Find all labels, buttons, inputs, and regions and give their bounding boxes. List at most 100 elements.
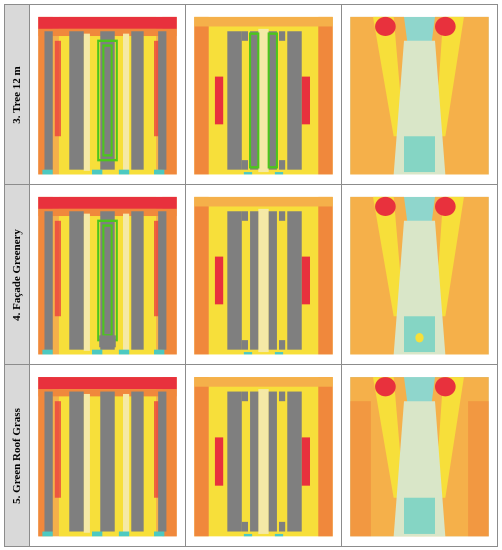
map-cell-air-temp bbox=[29, 184, 186, 365]
building-block bbox=[227, 211, 242, 350]
row-label-cell: 5. Green Roof Grass bbox=[4, 364, 30, 547]
building-block bbox=[44, 211, 53, 350]
warm-band bbox=[468, 401, 489, 537]
warm-edge-band bbox=[194, 16, 333, 27]
cool-spot bbox=[92, 531, 103, 537]
warm-band bbox=[194, 16, 209, 175]
cool-spot bbox=[118, 169, 130, 175]
building-block bbox=[268, 211, 277, 350]
building-notch bbox=[241, 340, 248, 350]
cool-spot bbox=[42, 169, 53, 175]
yellow-plume bbox=[435, 16, 464, 137]
building-block bbox=[131, 211, 144, 350]
hot-spot bbox=[154, 401, 161, 498]
hot-spot bbox=[435, 16, 456, 37]
cool-spot bbox=[118, 531, 130, 537]
building-block bbox=[287, 211, 302, 350]
building-block bbox=[69, 31, 84, 170]
map-cell-wind bbox=[341, 364, 498, 547]
building-block bbox=[158, 31, 167, 170]
building-block bbox=[227, 391, 242, 532]
cool-spot bbox=[154, 169, 165, 175]
building-notch bbox=[279, 391, 286, 402]
greenery-outline bbox=[102, 224, 113, 337]
pale-band bbox=[83, 33, 90, 171]
map-surface-temp-tree bbox=[194, 16, 333, 175]
building-notch bbox=[279, 340, 286, 350]
yellow-plume bbox=[373, 377, 404, 498]
cool-spot bbox=[42, 531, 53, 537]
cool-spot bbox=[243, 172, 253, 175]
map-air-temp-facade bbox=[38, 196, 177, 355]
cool-spot bbox=[42, 349, 53, 355]
map-cell-wind bbox=[341, 4, 498, 185]
results-grid: 3. Tree 12 m 4. Façade Greenery 5. Green… bbox=[4, 4, 498, 547]
hot-spot bbox=[435, 196, 456, 217]
warm-edge-band bbox=[194, 377, 333, 387]
building-notch bbox=[241, 31, 248, 41]
building-block bbox=[250, 391, 259, 532]
building-block bbox=[131, 31, 144, 170]
pale-band bbox=[123, 213, 130, 351]
pale-band bbox=[123, 393, 130, 533]
building-block bbox=[99, 335, 116, 348]
building-block bbox=[131, 391, 144, 532]
warm-band bbox=[350, 401, 371, 537]
cool-zone bbox=[404, 136, 435, 173]
building-block bbox=[268, 391, 277, 532]
yellow-plume bbox=[435, 196, 464, 317]
hot-spot bbox=[375, 16, 396, 37]
pale-band bbox=[258, 208, 269, 353]
building-block bbox=[227, 31, 242, 170]
greenery-outline bbox=[267, 32, 278, 169]
pale-band bbox=[123, 33, 130, 171]
pale-band bbox=[83, 213, 90, 351]
building-block bbox=[69, 391, 84, 532]
yellow-plume bbox=[435, 377, 464, 498]
map-surface-temp-facade bbox=[194, 196, 333, 355]
hot-spot bbox=[375, 196, 396, 217]
cool-spot bbox=[274, 352, 284, 355]
map-air-temp-roof bbox=[38, 377, 177, 537]
cool-spot bbox=[243, 533, 253, 537]
map-wind-facade bbox=[350, 196, 489, 355]
warm-edge-band bbox=[194, 196, 333, 207]
building-block bbox=[100, 391, 115, 532]
yellow-spot bbox=[415, 332, 424, 343]
hot-spot bbox=[375, 377, 396, 397]
building-notch bbox=[279, 211, 286, 221]
building-block bbox=[44, 31, 53, 170]
grid-row-facade: 4. Façade Greenery bbox=[4, 184, 498, 365]
row-label: 4. Façade Greenery bbox=[11, 228, 23, 321]
building-block bbox=[268, 31, 277, 170]
hot-spot bbox=[54, 401, 61, 498]
grid-row-roof: 5. Green Roof Grass bbox=[4, 364, 498, 547]
building-block bbox=[69, 211, 84, 350]
map-cell-air-temp bbox=[29, 4, 186, 185]
greenery-outline bbox=[102, 44, 113, 157]
building-block bbox=[250, 31, 259, 170]
map-cell-surface-temp bbox=[185, 4, 342, 185]
hot-spot bbox=[54, 40, 61, 137]
map-wind-roof bbox=[350, 377, 489, 537]
hot-spot bbox=[301, 437, 310, 486]
building-notch bbox=[241, 160, 248, 170]
map-cell-wind bbox=[341, 184, 498, 365]
building-notch bbox=[241, 391, 248, 402]
pale-band bbox=[83, 393, 90, 533]
building-notch bbox=[279, 521, 286, 532]
cool-zone bbox=[404, 497, 435, 534]
hot-spot bbox=[154, 220, 161, 317]
cool-spot bbox=[274, 533, 284, 537]
building-notch bbox=[279, 160, 286, 170]
warm-band bbox=[194, 196, 209, 355]
hot-spot bbox=[301, 256, 310, 305]
yellow-plume bbox=[373, 16, 404, 137]
building-block bbox=[287, 391, 302, 532]
building-block bbox=[44, 391, 53, 532]
cool-spot bbox=[154, 531, 165, 537]
building-block bbox=[158, 211, 167, 350]
cool-spot bbox=[243, 352, 253, 355]
cool-spot bbox=[118, 349, 130, 355]
grid-row-tree: 3. Tree 12 m bbox=[4, 4, 498, 185]
